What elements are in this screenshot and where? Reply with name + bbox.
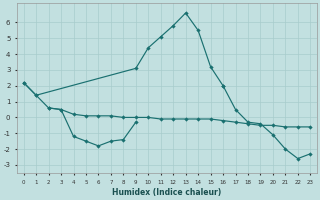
X-axis label: Humidex (Indice chaleur): Humidex (Indice chaleur)	[112, 188, 221, 197]
